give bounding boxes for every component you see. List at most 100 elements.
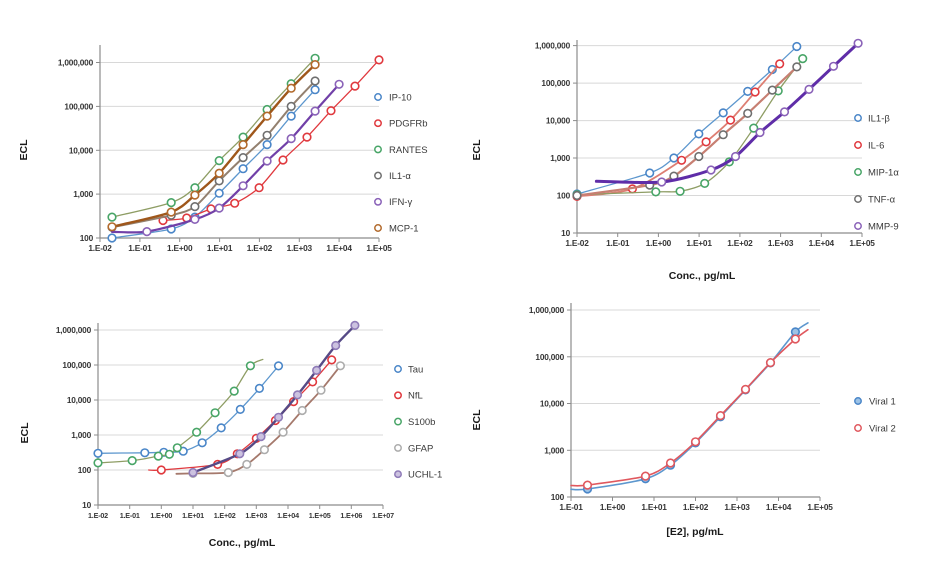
data-point-IFN-γ	[262, 156, 272, 166]
data-point-IFN-γ	[238, 181, 248, 191]
data-point-IFN-γ	[334, 79, 344, 89]
data-point-RANTES	[166, 198, 176, 208]
x-tick-label: 1.E+01	[641, 502, 667, 512]
x-tick-label: 1.E+05	[807, 502, 833, 512]
data-point-IP-10	[214, 188, 224, 198]
y-tick-label: 10,000	[546, 116, 571, 126]
data-point-IFN-γ	[286, 134, 296, 144]
data-point-IP-10	[310, 85, 320, 95]
series-Viral 2	[570, 328, 809, 490]
legend-marker-MIP-1α	[854, 168, 862, 176]
data-point-UCHL-1	[292, 390, 303, 400]
legend-label-MMP-9: MMP-9	[868, 221, 899, 232]
series-Tau	[93, 361, 284, 458]
series-UCHL-1	[188, 320, 360, 478]
x-tick-label: 1.E-02	[565, 238, 589, 248]
legend-label-MCP-1: MCP-1	[389, 223, 419, 234]
y-tick-label: 1,000,000	[535, 41, 571, 51]
y-tick-label: 10,000	[69, 145, 94, 155]
y-tick-label: 100	[78, 465, 92, 475]
data-point-IL1-α	[238, 153, 248, 163]
y-tick-label: 10,000	[540, 399, 565, 409]
legend-item-IL1-β: IL1-β	[854, 113, 890, 124]
data-point-IL1-β	[669, 153, 679, 163]
data-point-UCHL-1	[273, 412, 284, 422]
series-IFN-γ	[110, 79, 344, 237]
legend-item-IP-10: IP-10	[374, 92, 412, 103]
data-point-IL1-β	[694, 129, 704, 139]
legend-label-Tau: Tau	[408, 364, 423, 375]
data-point-IL-6	[775, 59, 785, 69]
data-point-PDGFRb	[302, 132, 312, 142]
data-point-MCP-1	[262, 111, 272, 121]
data-point-IL1-β	[743, 86, 753, 96]
y-tick-label: 100,000	[541, 78, 570, 88]
x-tick-label: 1.E+06	[340, 511, 362, 520]
data-point-Viral 2	[740, 384, 751, 394]
data-point-IP-10	[238, 164, 248, 174]
data-point-Viral 2	[765, 357, 776, 368]
legend-label-UCHL-1: UCHL-1	[408, 470, 442, 481]
data-point-IL1-β	[792, 41, 802, 52]
x-tick-label: 1.E+02	[214, 511, 236, 520]
legend-label-PDGFRb: PDGFRb	[389, 119, 428, 130]
data-point-GFAP	[259, 445, 270, 455]
data-point-MMP-9	[706, 165, 716, 175]
series-line-Viral 2	[570, 328, 809, 487]
data-point-RANTES	[107, 212, 117, 222]
x-tick-label: 1.E+01	[182, 511, 204, 520]
data-point-S100b	[153, 451, 163, 461]
data-point-TNF-α	[718, 130, 728, 140]
data-point-TNF-α	[767, 85, 777, 95]
data-point-GFAP	[242, 459, 252, 469]
legend-item-IL-6: IL-6	[854, 140, 884, 151]
data-point-UCHL-1	[256, 432, 266, 442]
data-point-MMP-9	[804, 84, 814, 94]
x-tick-label: 1.E+05	[366, 243, 392, 253]
legend-label-IP-10: IP-10	[389, 92, 412, 103]
series-Viral 1	[570, 322, 809, 494]
legend-item-GFAP: GFAP	[394, 443, 433, 454]
data-point-GFAP	[335, 361, 346, 371]
data-point-S100b	[172, 443, 182, 453]
series-line-Viral 1	[570, 322, 809, 491]
legend-marker-UCHL-1	[394, 470, 402, 479]
chart-top-right-cytokines: 1,000,000 100,000 10,000 1,000 100 10 1.E-02 1.…	[467, 0, 935, 290]
data-point-TNF-α	[743, 108, 753, 118]
x-axis-title: Conc., pg/mL	[209, 537, 276, 549]
legend-item-Viral 2: Viral 2	[854, 423, 896, 434]
data-point-NfL	[327, 355, 337, 365]
legend-marker-Viral 2	[854, 424, 862, 432]
data-point-MMP-9	[730, 151, 741, 162]
y-axis-title: ECL	[471, 139, 483, 161]
data-point-S100b	[210, 408, 220, 418]
x-tick-label: 1.E+00	[600, 502, 626, 512]
y-axis-title: ECL	[471, 409, 483, 431]
legend-marker-TNF-α	[854, 195, 862, 203]
data-point-Viral 2	[790, 334, 801, 344]
legend-marker-IP-10	[374, 93, 382, 101]
x-tick-label: 1.E-01	[559, 502, 583, 512]
legend-marker-Tau	[394, 365, 402, 373]
data-point-Viral 2	[582, 480, 593, 490]
data-point-TNF-α	[792, 62, 802, 72]
data-point-MMP-9	[657, 177, 667, 187]
data-point-IL-6	[701, 137, 711, 147]
data-point-S100b	[164, 449, 174, 459]
y-tick-label: 100,000	[535, 352, 564, 362]
data-point-Viral 2	[715, 411, 726, 421]
chart-canvas-bottom-left: 1,000,000 100,000 10,000 1,000 100 101.E-02 1.…	[19, 320, 442, 549]
x-tick-label: 1.E+03	[768, 238, 794, 248]
x-tick-label: 1.E+04	[809, 238, 835, 248]
data-point-IP-10	[262, 140, 272, 150]
data-point-PDGFRb	[254, 183, 264, 193]
data-point-Tau	[140, 448, 150, 458]
data-point-MIP-1α	[798, 53, 808, 64]
chart-canvas-top-right: 1,000,000 100,000 10,000 1,000 100 101.E-02 1.…	[471, 38, 899, 282]
data-point-IL-6	[750, 87, 760, 97]
x-tick-label: 1.E-02	[88, 511, 108, 520]
legend-item-IFN-γ: IFN-γ	[374, 197, 412, 208]
data-point-S100b	[93, 458, 103, 468]
legend-item-UCHL-1: UCHL-1	[394, 470, 442, 481]
